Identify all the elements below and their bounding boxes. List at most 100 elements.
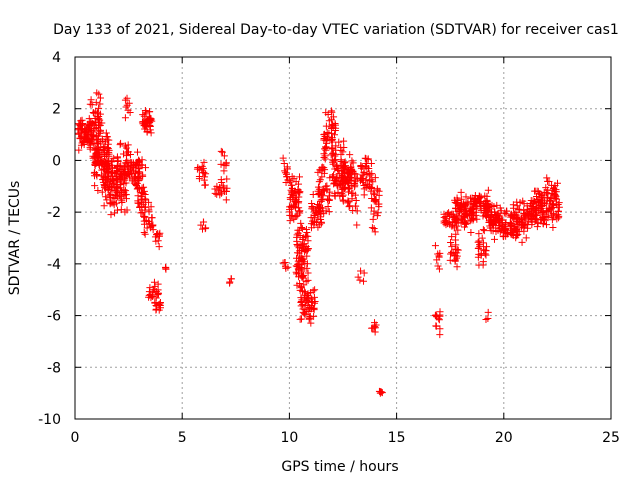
data-point xyxy=(116,175,124,183)
data-point xyxy=(356,174,364,182)
data-point xyxy=(542,189,550,197)
data-point xyxy=(449,249,457,257)
y-axis-title: SDTVAR / TECUs xyxy=(7,181,23,296)
data-point xyxy=(353,207,361,215)
data-point xyxy=(345,185,353,193)
data-point xyxy=(527,197,535,205)
data-point xyxy=(476,241,484,249)
axis-ticks xyxy=(74,56,612,420)
data-point xyxy=(533,223,541,231)
data-point xyxy=(200,168,208,176)
data-point xyxy=(370,197,378,205)
y-tick-labels: -10 -8 -6 -4 -2 0 2 4 xyxy=(38,50,61,428)
data-point xyxy=(222,196,230,204)
data-point xyxy=(134,192,142,200)
data-point xyxy=(321,155,329,163)
data-point xyxy=(487,213,495,221)
y-tick-label: 4 xyxy=(52,50,61,66)
data-point xyxy=(490,220,498,228)
data-point xyxy=(445,209,453,217)
y-tick-label: -8 xyxy=(47,360,61,376)
data-point xyxy=(223,175,231,183)
x-tick-labels: 0 5 10 15 20 25 xyxy=(71,430,620,446)
data-point xyxy=(484,308,492,316)
data-point xyxy=(547,211,555,219)
data-point xyxy=(479,226,487,234)
data-point xyxy=(452,230,460,238)
data-point xyxy=(496,214,504,222)
data-point xyxy=(138,195,146,203)
data-point xyxy=(347,165,355,173)
plot-frame xyxy=(74,56,612,420)
data-point xyxy=(82,134,90,142)
data-point xyxy=(549,224,557,232)
data-point xyxy=(91,182,99,190)
data-point xyxy=(367,176,375,184)
data-point xyxy=(104,140,112,148)
data-point xyxy=(509,201,517,209)
data-point xyxy=(457,188,465,196)
data-point xyxy=(491,208,499,216)
data-point xyxy=(484,186,492,194)
data-point xyxy=(318,191,326,199)
data-point xyxy=(335,138,343,146)
data-point xyxy=(432,311,440,319)
data-point xyxy=(342,162,350,170)
data-point xyxy=(479,258,487,266)
x-tick-label: 5 xyxy=(178,430,187,446)
data-point xyxy=(137,161,145,169)
data-point xyxy=(147,129,155,137)
data-point xyxy=(303,252,311,260)
data-point xyxy=(329,149,337,157)
data-point xyxy=(201,173,209,181)
data-point xyxy=(102,174,110,182)
x-axis-title: GPS time / hours xyxy=(281,459,398,475)
data-point xyxy=(454,196,462,204)
data-point xyxy=(99,157,107,165)
data-point xyxy=(217,147,225,155)
data-point xyxy=(529,211,537,219)
data-point xyxy=(522,234,530,242)
data-point xyxy=(94,186,102,194)
data-point xyxy=(118,199,126,207)
data-point xyxy=(297,284,305,292)
data-point xyxy=(442,216,450,224)
data-point xyxy=(435,265,443,273)
data-point xyxy=(440,210,448,218)
data-point xyxy=(479,239,487,247)
data-point xyxy=(532,203,540,211)
data-point xyxy=(322,182,330,190)
data-point xyxy=(79,119,87,127)
data-point xyxy=(303,229,311,237)
data-point xyxy=(365,182,373,190)
data-point xyxy=(305,313,313,321)
data-point xyxy=(322,143,330,151)
data-point xyxy=(509,212,517,220)
data-point xyxy=(154,280,162,288)
data-point xyxy=(476,197,484,205)
data-point xyxy=(298,225,306,233)
data-point xyxy=(352,197,360,205)
data-point xyxy=(296,207,304,215)
data-point xyxy=(323,128,331,136)
data-point xyxy=(140,112,148,120)
data-point xyxy=(284,263,292,271)
data-point xyxy=(513,231,521,239)
data-point xyxy=(520,206,528,214)
data-point xyxy=(156,304,164,312)
data-point xyxy=(93,172,101,180)
data-point xyxy=(537,201,545,209)
data-point xyxy=(544,194,552,202)
data-point xyxy=(549,210,557,218)
data-point xyxy=(353,175,361,183)
data-point xyxy=(494,226,502,234)
data-point xyxy=(485,217,493,225)
data-point xyxy=(103,196,111,204)
data-point xyxy=(353,221,361,229)
data-point xyxy=(297,294,305,302)
data-point xyxy=(371,324,379,332)
data-point xyxy=(304,237,312,245)
data-point xyxy=(329,122,337,130)
data-point xyxy=(87,96,95,104)
data-point xyxy=(98,119,106,127)
